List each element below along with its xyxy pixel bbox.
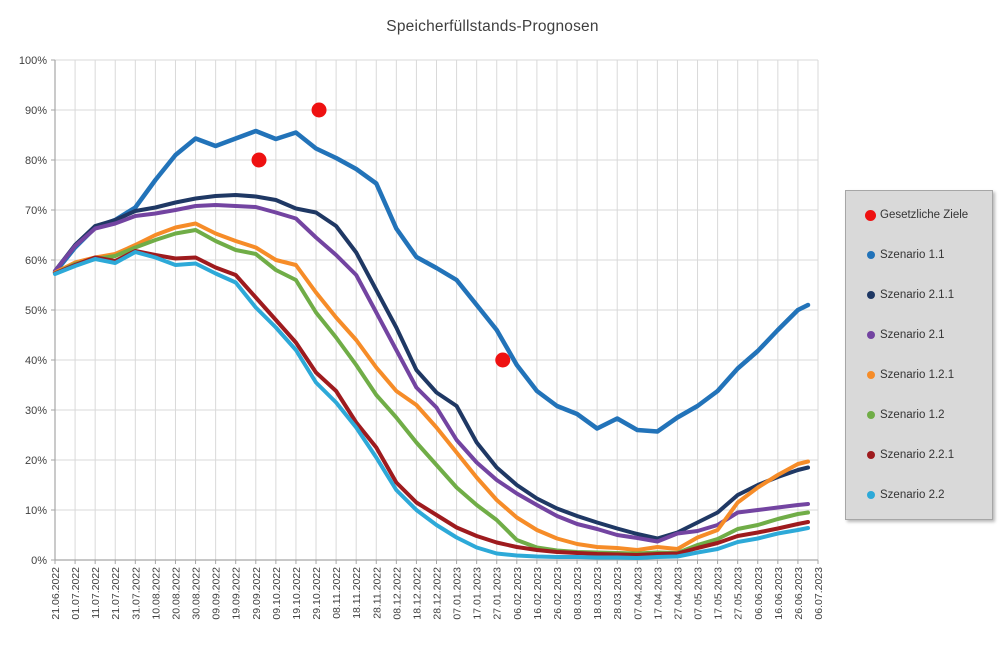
x-tick-label: 07.05.2023: [693, 567, 705, 620]
y-tick-label: 30%: [25, 405, 47, 417]
legend-marker-icon: [867, 331, 875, 339]
x-tick-label: 21.06.2022: [50, 567, 62, 620]
target-point: [495, 352, 511, 368]
target-point: [311, 102, 327, 118]
x-tick-label: 09.09.2022: [211, 567, 223, 620]
x-tick-label: 19.10.2022: [291, 567, 303, 620]
x-tick-label: 16.02.2023: [532, 567, 544, 620]
legend-item: Szenario 2.2.1: [846, 449, 992, 461]
legend-item: Szenario 2.2: [846, 489, 992, 501]
x-tick-label: 20.08.2022: [170, 567, 182, 620]
series-line: [53, 250, 810, 560]
chart-legend: Gesetzliche Ziele Szenario 1.1 Szenario 2.…: [845, 190, 993, 520]
series-line: [53, 193, 810, 541]
x-tick-label: 10.08.2022: [150, 567, 162, 620]
legend-item: Szenario 1.1: [846, 249, 992, 261]
series-line: [53, 228, 810, 556]
x-tick-label: 28.12.2022: [432, 567, 444, 620]
y-tick-label: 100%: [19, 55, 47, 67]
legend-marker-icon: [867, 451, 875, 459]
x-tick-label: 06.02.2023: [512, 567, 524, 620]
legend-item: Szenario 1.2: [846, 409, 992, 421]
x-tick-label: 07.04.2023: [632, 567, 644, 620]
x-tick-label: 18.03.2023: [592, 567, 604, 620]
y-tick-label: 60%: [25, 255, 47, 267]
legend-marker-icon: [867, 371, 875, 379]
legend-label: Szenario 2.2: [880, 489, 945, 501]
x-tick-label: 28.03.2023: [612, 567, 624, 620]
legend-label: Szenario 2.1.1: [880, 289, 955, 301]
x-tick-label: 26.02.2023: [552, 567, 564, 620]
legend-marker-icon: [867, 411, 875, 419]
legend-item: Szenario 2.1.1: [846, 289, 992, 301]
legend-marker-icon: [867, 291, 875, 299]
legend-marker-icon: [867, 491, 875, 499]
x-tick-label: 16.06.2023: [773, 567, 785, 620]
x-tick-label: 29.10.2022: [311, 567, 323, 620]
x-tick-label: 18.12.2022: [411, 567, 423, 620]
legend-label: Szenario 1.2: [880, 409, 945, 421]
x-tick-label: 27.04.2023: [672, 567, 684, 620]
y-tick-label: 70%: [25, 205, 47, 217]
x-tick-label: 08.11.2022: [331, 567, 343, 619]
y-tick-label: 0%: [31, 555, 47, 567]
x-tick-label: 21.07.2022: [110, 567, 122, 620]
x-tick-label: 17.01.2023: [472, 567, 484, 620]
x-tick-label: 17.05.2023: [713, 567, 725, 620]
x-tick-label: 29.09.2022: [251, 567, 263, 620]
legend-label: Gesetzliche Ziele: [880, 209, 969, 221]
legend-label: Szenario 1.2.1: [880, 369, 955, 381]
x-tick-label: 06.07.2023: [813, 567, 825, 620]
legend-item: Szenario 2.1: [846, 329, 992, 341]
legend-label: Szenario 1.1: [880, 249, 945, 261]
series-line: [52, 128, 811, 434]
series-line: [53, 221, 810, 552]
x-tick-label: 19.09.2022: [231, 567, 243, 620]
y-tick-label: 20%: [25, 455, 47, 467]
y-tick-label: 10%: [25, 505, 47, 517]
x-tick-label: 06.06.2023: [753, 567, 765, 620]
x-tick-label: 11.07.2022: [90, 567, 102, 619]
x-tick-label: 01.07.2022: [70, 567, 82, 620]
x-tick-label: 31.07.2022: [130, 567, 142, 620]
x-tick-label: 09.10.2022: [271, 567, 283, 620]
x-tick-label: 08.12.2022: [391, 567, 403, 620]
x-tick-label: 08.03.2023: [572, 567, 584, 620]
chart-title: Speicherfüllstands-Prognosen: [386, 18, 599, 35]
x-tick-label: 27.01.2023: [492, 567, 504, 620]
y-tick-label: 80%: [25, 155, 47, 167]
legend-item: Szenario 1.2.1: [846, 369, 992, 381]
legend-item: Gesetzliche Ziele: [846, 209, 992, 221]
series-line: [53, 203, 810, 544]
x-tick-label: 30.08.2022: [191, 567, 203, 620]
x-tick-label: 26.06.2023: [793, 567, 805, 620]
x-tick-label: 17.04.2023: [652, 567, 664, 620]
y-tick-label: 50%: [25, 305, 47, 317]
x-tick-label: 27.05.2023: [733, 567, 745, 620]
legend-label: Szenario 2.2.1: [880, 449, 955, 461]
x-tick-label: 07.01.2023: [452, 567, 464, 620]
target-point: [251, 152, 267, 168]
y-tick-label: 40%: [25, 355, 47, 367]
legend-marker-icon: [865, 209, 876, 221]
x-tick-label: 28.11.2022: [371, 567, 383, 619]
legend-marker-icon: [867, 251, 875, 259]
x-tick-label: 18.11.2022: [351, 567, 363, 619]
legend-label: Szenario 2.1: [880, 329, 945, 341]
y-tick-label: 90%: [25, 105, 47, 117]
series-line: [53, 249, 810, 557]
